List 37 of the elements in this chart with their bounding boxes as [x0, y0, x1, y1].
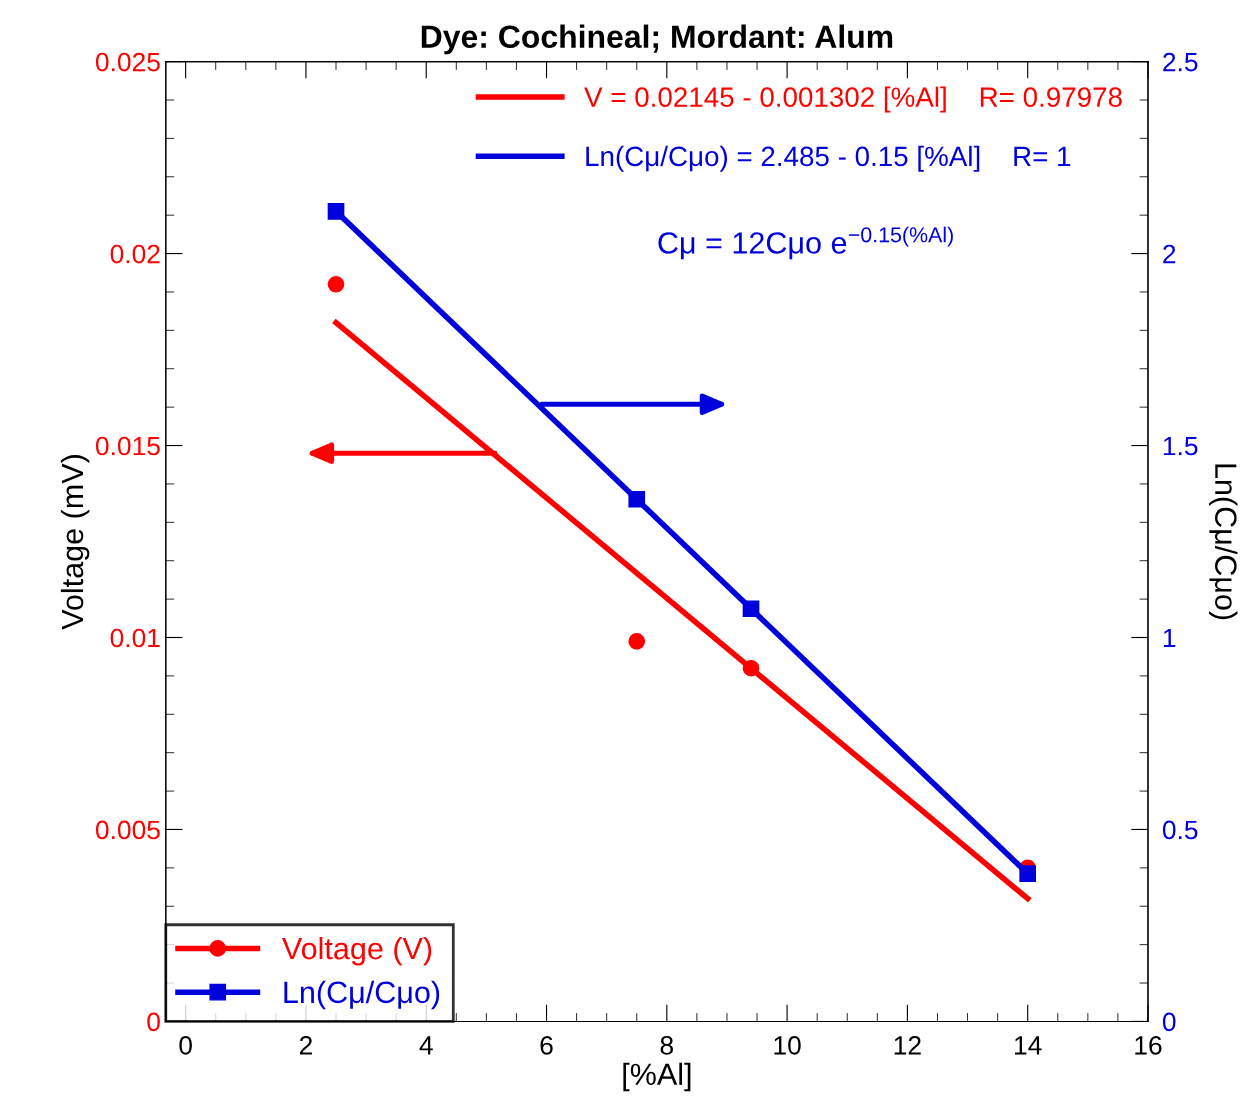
x-tick-label: 4: [419, 1036, 433, 1055]
chart-title: Dye: Cochineal; Mordant: Alum: [421, 24, 893, 55]
y-tick-label: 0.02: [110, 244, 160, 264]
x-tick-label: 12: [894, 1036, 921, 1055]
point: [327, 203, 345, 220]
y2-tick-label: 2: [1163, 244, 1176, 264]
point: [327, 275, 345, 293]
y-axis-title: Voltage (mV): [60, 455, 90, 630]
y2-tick-label: 1: [1163, 628, 1176, 648]
y-tick-label: 0.01: [110, 628, 160, 648]
y2-tick-label: 2.5: [1163, 52, 1198, 72]
x-tick-label: 16: [1135, 1036, 1162, 1055]
point: [742, 659, 760, 677]
annotation: Cμ = 12Cμo e$^{−0.15(%Al)}$: [658, 226, 953, 260]
y-tick-label: 0.025: [95, 52, 160, 72]
y2-tick-label: 0: [1162, 1012, 1176, 1032]
point: [1019, 865, 1037, 882]
y2-axis-title: Ln(Cμ/Cμo): [1208, 464, 1238, 620]
x-tick-label: 14: [1015, 1036, 1042, 1055]
y-tick-label: 0: [147, 1012, 160, 1032]
x-tick-label: 2: [299, 1036, 312, 1055]
y-tick-label: 0.015: [95, 436, 160, 456]
legend-label: Ln(Cμ/Cμo): [284, 980, 440, 1010]
x-tick-label: 10: [774, 1036, 801, 1055]
x-tick-label: 8: [660, 1036, 673, 1055]
legend-label: Voltage (V): [282, 936, 432, 966]
point: [628, 633, 646, 650]
y2-tick-label: 1.5: [1163, 436, 1198, 456]
y-tick-label: 0.005: [95, 820, 160, 840]
point: [742, 600, 760, 618]
legend-label: V = 0.02145 - 0.001302 [%Al] R= 0.97978: [584, 86, 1122, 113]
x-axis-title: [%Al]: [623, 1062, 691, 1092]
point: [628, 490, 646, 508]
legend-label: Ln(Cμ/Cμo) = 2.485 - 0.15 [%Al] R= 1: [586, 145, 1071, 172]
y2-tick-label: 0.5: [1162, 820, 1198, 840]
x-tick-label: 6: [540, 1036, 553, 1055]
x-tick-label: 0: [179, 1036, 192, 1055]
